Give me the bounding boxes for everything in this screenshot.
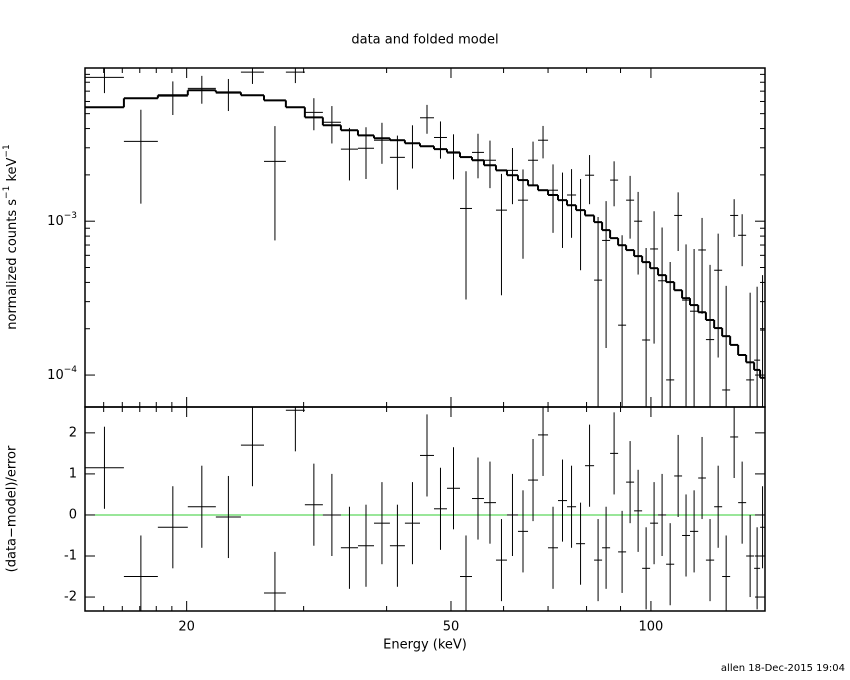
y-tick-label: 0 xyxy=(69,507,77,522)
y-tick-label: 2 xyxy=(69,425,77,440)
y-tick-label: 10−4 xyxy=(47,365,77,383)
y-axis-label-part: normalized counts s xyxy=(5,199,20,330)
y-tick-label: -2 xyxy=(64,590,77,605)
y-tick-label-exponent: −4 xyxy=(64,365,78,375)
y-tick-label-base: 10 xyxy=(47,368,64,383)
bottom-plot xyxy=(85,407,765,611)
y-axis-label-part: −1 xyxy=(2,144,12,157)
y-axis-label: normalized counts s−1 keV−1 xyxy=(2,144,20,329)
y-tick-label: -1 xyxy=(64,548,77,563)
x-axis-label: Energy (keV) xyxy=(383,638,467,653)
plot-frame xyxy=(84,406,766,612)
y-tick-label-exponent: −3 xyxy=(64,211,77,221)
y-axis-label: (data−model)/error xyxy=(5,445,20,572)
chart-title: data and folded model xyxy=(351,33,498,48)
y-tick-label: 10−3 xyxy=(47,211,77,229)
x-tick-label: 50 xyxy=(443,620,460,635)
y-axis-label-part: keV xyxy=(5,157,20,185)
footer: allen 18-Dec-2015 19:04 xyxy=(721,663,845,674)
y-tick-label-base: 10 xyxy=(47,214,64,229)
x-tick-label: 20 xyxy=(178,620,195,635)
plot-frame xyxy=(84,67,766,408)
y-axis-label-part: −1 xyxy=(2,186,12,199)
y-tick-label: 1 xyxy=(69,466,77,481)
x-tick-label: 100 xyxy=(639,620,664,635)
top-plot xyxy=(85,68,765,407)
